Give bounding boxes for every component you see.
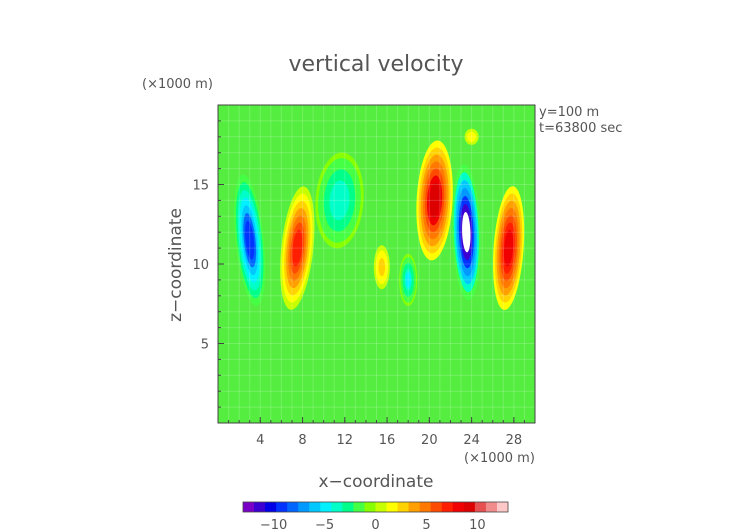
colorbar-swatch: [408, 502, 421, 512]
colorbar-swatch: [496, 502, 509, 512]
colorbar-swatch: [287, 502, 299, 512]
y-tick-label: 5: [201, 338, 209, 353]
colorbar-swatch: [298, 502, 310, 512]
x-tick-label: 16: [379, 433, 396, 448]
colorbar-swatch: [430, 502, 443, 512]
y-tick-label: 15: [192, 179, 209, 194]
colorbar-swatch: [364, 502, 376, 512]
colorbar-swatch: [452, 502, 465, 512]
colorbar-swatch: [320, 502, 332, 512]
colorbar-swatch: [276, 502, 288, 512]
x-tick-label: 8: [298, 433, 306, 448]
x-unit-label: (×1000 m): [464, 451, 535, 466]
contour-feature-6: [416, 140, 453, 261]
colorbar-swatch: [485, 502, 498, 512]
colorbar-swatch: [342, 502, 354, 512]
colorbar: −10 −5 0 5 10: [242, 501, 509, 532]
chart-title: vertical velocity: [288, 52, 463, 77]
contour-level: [503, 229, 514, 267]
colorbar-swatch: [331, 502, 343, 512]
colorbar-frame: [242, 501, 509, 513]
contour-level: [245, 220, 255, 260]
contour-feature-8: [493, 186, 525, 310]
x-tick-label: 24: [463, 433, 480, 448]
contour-feature-5: [399, 253, 418, 306]
contour-feature-9: [464, 128, 479, 145]
grid-lines: [218, 105, 535, 423]
contour-feature-4: [373, 245, 390, 290]
contour-feature-3: [315, 152, 364, 249]
x-tick-label: 4: [256, 433, 264, 448]
colorbar-swatch: [397, 502, 410, 512]
y-unit-label: (×1000 m): [142, 77, 213, 92]
colorbar-swatch: [353, 502, 365, 512]
contour-level: [405, 272, 411, 288]
colorbar-swatch: [375, 502, 387, 512]
y-ticks: 5 10 15: [192, 120, 224, 408]
contour-feature-7: [452, 164, 481, 301]
colorbar-swatch: [265, 502, 277, 512]
colorbar-tick-label: −5: [315, 518, 334, 532]
colorbar-swatch: [386, 502, 398, 512]
colorbar-swatch: [474, 502, 487, 512]
contour-level: [379, 260, 385, 274]
contour-level: [332, 186, 347, 215]
colorbar-tick-label: 5: [422, 518, 430, 532]
colorbar-tick-label: −10: [260, 518, 287, 532]
colorbar-tick-label: 0: [371, 518, 379, 532]
x-tick-label: 12: [337, 433, 354, 448]
y-axis-label: z−coordinate: [166, 208, 186, 322]
x-tick-label: 20: [421, 433, 438, 448]
y-tick-label: 10: [192, 258, 209, 273]
plot-area: 4 8 12 16 20 24 28 5 10 15: [192, 104, 536, 448]
x-axis-label: x−coordinate: [319, 472, 434, 492]
contour-level: [429, 182, 440, 219]
annotation-t: t=63800 sec: [539, 121, 622, 136]
colorbar-swatch: [309, 502, 321, 512]
contour-level: [292, 229, 303, 267]
contour-feature-2: [280, 186, 315, 310]
colorbar-swatch: [254, 502, 266, 512]
annotation-y: y=100 m: [539, 105, 599, 120]
contour-fields: [234, 128, 525, 310]
colorbar-swatch: [441, 502, 454, 512]
colorbar-swatch: [419, 502, 432, 512]
contour-feature-1: [234, 174, 266, 306]
colorbar-swatch: [463, 502, 476, 512]
contour-level: [462, 212, 471, 253]
contour-level: [469, 134, 474, 140]
colorbar-tick-label: 10: [469, 518, 486, 532]
x-tick-label: 28: [506, 433, 523, 448]
colorbar-swatch: [243, 502, 255, 512]
x-ticks: 4 8 12 16 20 24 28: [228, 417, 525, 448]
